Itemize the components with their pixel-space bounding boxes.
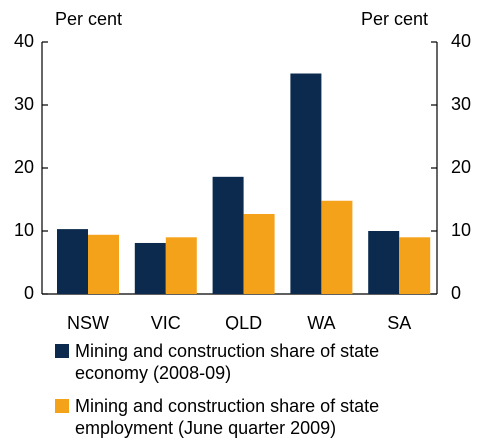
legend-item: Mining and construction share of state e… — [55, 340, 435, 384]
bar — [212, 176, 244, 294]
bar — [243, 213, 275, 294]
y2-tick-label: 10 — [451, 220, 471, 240]
y2-axis-label: Per cent — [361, 9, 428, 29]
x-tick-label: QLD — [225, 313, 262, 330]
x-tick-label: NSW — [67, 313, 109, 330]
plot: Per cent Per cent 0 10 20 30 40 0 10 20 30 40 NSW V… — [14, 9, 471, 333]
bar — [399, 237, 431, 294]
bar — [57, 229, 88, 294]
y2-tick-label: 40 — [451, 31, 471, 51]
y-tick-label: 10 — [14, 220, 34, 240]
x-tick-label: VIC — [151, 313, 181, 330]
bar — [368, 231, 400, 294]
x-tick-label: SA — [387, 313, 411, 330]
x-tick-label: WA — [307, 313, 335, 330]
y-tick-label: 30 — [14, 94, 34, 114]
bar — [88, 234, 119, 294]
y-tick-label: 40 — [14, 31, 34, 51]
y2-tick-label: 20 — [451, 157, 471, 177]
legend-label: Mining and construction share of state e… — [75, 396, 380, 438]
legend-item: Mining and construction share of state e… — [55, 395, 435, 439]
bar — [321, 200, 353, 294]
y-tick-label: 20 — [14, 157, 34, 177]
bar — [134, 242, 166, 294]
legend-swatch — [55, 399, 69, 413]
bar — [290, 73, 322, 294]
y2-tick-label: 30 — [451, 94, 471, 114]
y-axis-label: Per cent — [55, 9, 122, 29]
y-tick-label: 0 — [24, 283, 34, 303]
legend-label: Mining and construction share of state e… — [75, 341, 380, 383]
y2-tick-label: 0 — [451, 283, 461, 303]
legend-swatch — [55, 344, 69, 358]
bar — [165, 237, 197, 294]
